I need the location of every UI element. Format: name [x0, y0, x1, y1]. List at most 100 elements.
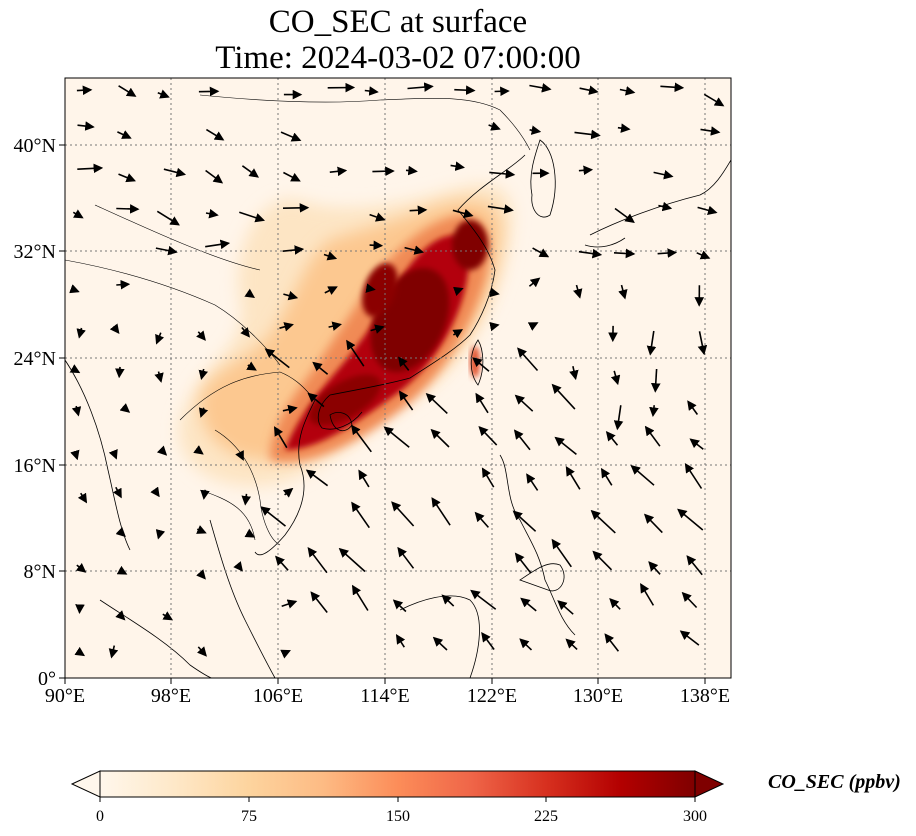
wind-arrow: [77, 121, 95, 131]
wind-arrow: [241, 493, 252, 506]
wind-arrow: [307, 392, 325, 408]
wind-arrow: [489, 287, 500, 298]
wind-arrow: [617, 123, 631, 133]
wind-arrow: [155, 245, 178, 256]
wind-arrow: [470, 589, 497, 610]
wind-arrow: [697, 331, 708, 356]
wind-arrow: [648, 561, 661, 575]
wind-arrow: [150, 486, 160, 498]
wind-arrow: [488, 121, 501, 131]
wind-arrow: [282, 245, 305, 255]
wind-arrow: [696, 250, 711, 260]
wind-arrow: [109, 323, 120, 334]
wind-arrow: [233, 561, 243, 572]
wind-arrow: [604, 633, 620, 652]
wind-arrow: [520, 597, 537, 612]
wind-arrow: [392, 599, 407, 613]
wind-arrow: [76, 85, 93, 96]
wind-arrow: [338, 547, 366, 573]
wind-arrow: [273, 426, 288, 449]
colorbar-tick-label: 75: [241, 808, 257, 825]
wind-arrow: [452, 329, 464, 339]
wind-arrow: [574, 129, 601, 140]
wind-arrow: [489, 169, 516, 179]
wind-arrow: [351, 584, 369, 611]
wind-arrow: [312, 361, 329, 375]
wind-arrow: [196, 569, 206, 580]
wind-arrow: [697, 205, 718, 215]
y-tick-label: 40°N: [14, 135, 56, 157]
wind-arrow: [551, 538, 572, 568]
wind-arrow: [481, 632, 495, 650]
wind-arrow: [527, 322, 539, 331]
wind-arrow: [115, 527, 126, 538]
wind-arrow: [323, 251, 338, 261]
wind-arrow: [279, 322, 294, 332]
wind-arrow: [686, 555, 703, 576]
wind-arrow: [241, 165, 259, 178]
wind-arrow: [77, 492, 88, 504]
axis-ticks: [59, 144, 706, 684]
wind-arrow: [205, 239, 231, 250]
wind-arrow: [517, 347, 539, 372]
wind-arrow: [283, 171, 301, 182]
colorbar: 0 75 150 225 300: [70, 770, 725, 825]
wind-arrow: [679, 630, 700, 646]
wind-arrow: [590, 509, 616, 534]
x-tick-label: 106°E: [253, 685, 303, 707]
wind-arrow: [282, 203, 310, 213]
wind-arrow: [74, 646, 86, 657]
wind-arrow: [565, 466, 581, 490]
colorbar-gradient: [99, 770, 696, 798]
wind-arrow: [163, 167, 187, 178]
x-tick-label: 98°E: [151, 685, 191, 707]
wind-arrow: [369, 240, 384, 251]
wind-arrow: [450, 161, 465, 171]
wind-arrow: [398, 356, 410, 371]
wind-arrow: [618, 284, 628, 300]
wind-arrow: [280, 131, 302, 142]
wind-arrow: [70, 449, 80, 461]
wind-arrow: [280, 649, 291, 659]
y-tick-label: 0°: [38, 668, 56, 690]
wind-arrow: [116, 565, 128, 575]
wind-arrow: [526, 473, 539, 491]
wind-arrow: [71, 405, 82, 417]
wind-arrow: [351, 501, 370, 529]
wind-arrow: [653, 170, 674, 180]
wind-arrow: [660, 82, 685, 93]
wind-arrow: [481, 467, 495, 488]
wind-arrow: [489, 321, 500, 332]
wind-arrow: [592, 550, 613, 571]
wind-arrow: [324, 286, 338, 295]
colorbar-title: CO_SEC (ppbv): [768, 771, 901, 793]
wind-arrow: [407, 82, 434, 92]
wind-arrow: [196, 330, 206, 341]
wind-arrow: [630, 464, 655, 486]
wind-arrow: [432, 636, 448, 651]
wind-arrow: [425, 393, 448, 414]
wind-arrow: [115, 366, 125, 379]
wind-arrow: [69, 284, 80, 294]
wind-arrow: [346, 339, 365, 367]
wind-arrow: [282, 404, 298, 415]
wind-arrow: [154, 371, 164, 383]
wind-arrow: [244, 528, 256, 538]
wind-arrow: [198, 368, 208, 381]
colorbar-tick-label: 150: [386, 808, 410, 825]
wind-arrow: [118, 173, 136, 183]
map-frame: [64, 77, 732, 679]
wind-arrow: [514, 394, 534, 412]
wind-arrow: [156, 445, 168, 456]
wind-arrow: [370, 324, 385, 334]
wind-arrow: [431, 497, 451, 526]
wind-arrow: [700, 126, 721, 136]
wind-arrow: [684, 462, 703, 489]
wind-arrow: [703, 93, 725, 107]
wind-arrow: [551, 383, 576, 410]
map-subtitle-time: Time: 2024-03-02 07:00:00: [215, 40, 581, 76]
wind-arrow: [487, 204, 514, 214]
wind-arrow: [205, 128, 225, 141]
wind-arrow: [649, 405, 659, 417]
